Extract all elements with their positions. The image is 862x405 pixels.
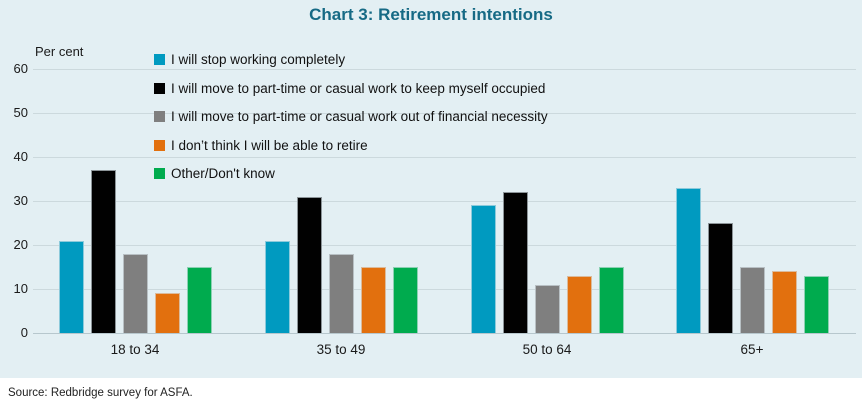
bar (771, 271, 797, 333)
legend-swatch-icon (154, 54, 165, 65)
source-note: Source: Redbridge survey for ASFA. (8, 387, 193, 399)
legend-label: I will move to part-time or casual work … (171, 80, 546, 96)
bar-group-18-to-34 (58, 69, 212, 333)
bar (392, 267, 418, 333)
legend-label: I will stop working completely (171, 52, 346, 67)
x-tick-label: 50 to 64 (522, 342, 572, 357)
y-tick-label: 10 (13, 281, 28, 296)
bar (264, 240, 290, 333)
y-tick-label: 20 (13, 237, 28, 252)
gridline-y-0 (33, 333, 856, 334)
x-tick-label: 35 to 49 (316, 342, 366, 357)
bar (598, 267, 624, 333)
bar (739, 267, 765, 333)
legend-item: I will move to part-time or casual work … (154, 78, 548, 99)
legend-swatch-icon (154, 82, 165, 94)
bar (296, 196, 322, 333)
legend-item: I will stop working completely (154, 49, 548, 70)
legend-label: I don’t think I will be able to retire (171, 137, 368, 153)
bar (675, 187, 701, 333)
bar (566, 275, 592, 333)
bar (58, 240, 84, 333)
chart-title: Chart 3: Retirement intentions (309, 5, 553, 24)
bar-group-50-to-64 (470, 69, 624, 333)
bar (803, 275, 829, 333)
gridline-y-50 (33, 113, 856, 114)
legend-label: I will move to part-time or casual work … (171, 109, 548, 125)
y-tick-label: 40 (13, 149, 28, 164)
y-tick-label: 30 (13, 193, 28, 208)
gridline-y-40 (33, 157, 856, 158)
legend: I will stop working completely I will mov… (154, 49, 548, 192)
bar-group-65+ (675, 69, 829, 333)
legend-swatch-icon (154, 168, 165, 180)
bar (328, 253, 354, 333)
x-tick-label: 65+ (740, 342, 764, 357)
legend-swatch-icon (154, 111, 165, 123)
y-tick-label: 50 (13, 105, 28, 120)
bar (154, 293, 180, 333)
bar (186, 267, 212, 333)
y-tick-label: 60 (13, 61, 28, 76)
legend-item: I will move to part-time or casual work … (154, 106, 548, 127)
bar (360, 267, 386, 333)
chart-panel: Chart 3: Retirement intentions Per cent … (0, 0, 862, 378)
gridline-y-60 (33, 69, 856, 70)
legend-swatch-icon (154, 139, 165, 151)
legend-item: Other/Don't know (154, 163, 548, 184)
bar (707, 223, 733, 333)
bar (470, 205, 496, 333)
bar (502, 192, 528, 333)
legend-label: Other/Don't know (171, 166, 275, 182)
bar (122, 253, 148, 333)
legend-item: I don’t think I will be able to retire (154, 135, 548, 156)
bar (90, 170, 116, 333)
y-tick-label: 0 (20, 325, 28, 340)
y-axis-label: Per cent (35, 44, 84, 59)
gridline-y-20 (33, 245, 856, 246)
gridline-y-30 (33, 201, 856, 202)
bar-group-35-to-49 (264, 69, 418, 333)
x-tick-label: 18 to 34 (110, 342, 160, 357)
bar (534, 284, 560, 333)
gridline-y-10 (33, 289, 856, 290)
